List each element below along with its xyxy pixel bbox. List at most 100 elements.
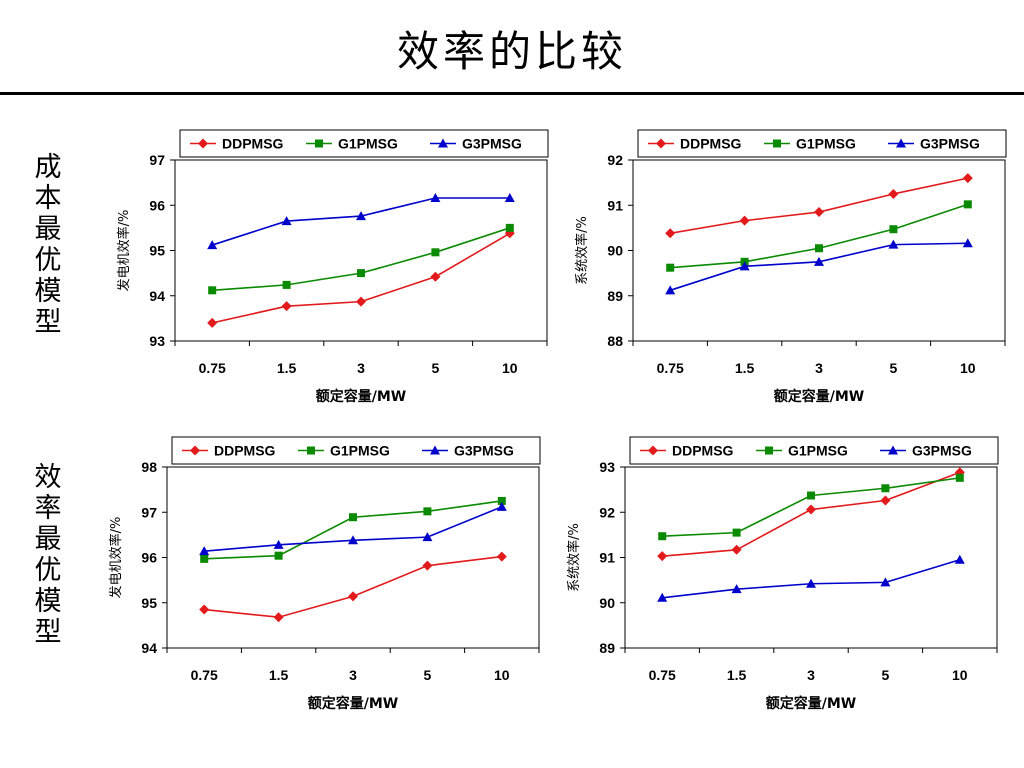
- legend-box: [637, 129, 1007, 158]
- data-point: [281, 301, 292, 312]
- legend-item-g1pmsg: G1PMSG: [756, 443, 848, 459]
- data-point: [814, 207, 824, 218]
- x-tick-label: 1.5: [277, 360, 297, 376]
- legend-label: G1PMSG: [330, 443, 390, 459]
- y-tick-label: 92: [607, 152, 623, 168]
- data-point: [504, 228, 515, 239]
- chart-svg: 88 89 90 91 92 0.75 1.5 3 5 10 额定容量/MW 系统效率/% DDPMSG…: [574, 129, 1007, 405]
- x-tick-label: 0.75: [649, 667, 676, 683]
- x-tick-label: 10: [494, 667, 510, 683]
- legend-marker: [888, 445, 898, 455]
- data-point: [955, 473, 964, 482]
- data-point: [657, 592, 668, 602]
- data-point: [731, 584, 742, 594]
- series-g3pmsg: [199, 501, 507, 556]
- y-axis-label: 系统效率/%: [566, 523, 582, 592]
- legend-box: [629, 436, 999, 465]
- data-point: [665, 285, 676, 295]
- y-tick-label: 94: [141, 640, 157, 656]
- legend-label: G3PMSG: [920, 136, 980, 152]
- series-ddpmsg: [199, 551, 507, 623]
- y-axis-label: 系统效率/%: [574, 216, 590, 285]
- legend-marker: [190, 445, 200, 456]
- data-point: [207, 317, 218, 328]
- data-point: [963, 200, 972, 209]
- data-point: [666, 263, 675, 272]
- x-tick-label: 0.75: [657, 360, 684, 376]
- data-point: [806, 504, 816, 515]
- x-tick-label: 10: [960, 360, 976, 376]
- data-point: [815, 244, 823, 253]
- data-point: [497, 496, 506, 505]
- series-g3pmsg: [207, 193, 515, 250]
- legend-item-ddpmsg: DDPMSG: [640, 443, 734, 459]
- legend-label: DDPMSG: [222, 136, 284, 152]
- legend-label: G1PMSG: [796, 136, 856, 152]
- row-label-cost-optimal: 成本最优模型: [34, 152, 62, 338]
- chart-svg: 93 94 95 96 97 0.75 1.5 3 5 10 额定容量/MW 发电机效率/% DDPMS…: [116, 129, 549, 405]
- data-point: [881, 484, 890, 493]
- data-point: [422, 560, 433, 571]
- legend-label: G1PMSG: [788, 443, 848, 459]
- series-g3pmsg: [665, 238, 973, 295]
- x-tick-label: 5: [890, 360, 898, 376]
- data-point: [807, 491, 815, 500]
- data-point: [962, 238, 973, 248]
- data-point: [274, 551, 283, 560]
- y-tick-label: 95: [149, 243, 165, 259]
- data-point: [880, 577, 891, 587]
- y-tick-label: 91: [599, 550, 615, 566]
- legend-label: G3PMSG: [912, 443, 972, 459]
- legend-label: DDPMSG: [214, 443, 276, 459]
- chart-efficiency-generator-efficiency: 94 95 96 97 98 0.75 1.5 3 5 10 额定容量/MW 发电机效率/% DDPMS…: [97, 432, 541, 722]
- title-divider: [0, 92, 1024, 95]
- data-point: [422, 532, 433, 542]
- y-tick-label: 96: [141, 550, 157, 566]
- y-tick-label: 93: [149, 333, 165, 349]
- data-point: [273, 612, 284, 623]
- data-point: [496, 501, 507, 511]
- page-title: 效率的比较: [396, 27, 627, 76]
- x-tick-label: 0.75: [199, 360, 226, 376]
- y-tick-label: 95: [141, 595, 157, 611]
- y-tick-label: 89: [599, 640, 615, 656]
- series-ddpmsg: [657, 467, 965, 562]
- series-ddpmsg: [665, 173, 973, 239]
- x-tick-label: 0.75: [191, 667, 218, 683]
- data-point: [739, 261, 750, 271]
- legend-label: DDPMSG: [672, 443, 734, 459]
- x-tick-label: 1.5: [269, 667, 289, 683]
- data-point: [962, 173, 973, 184]
- series-g1pmsg: [208, 223, 514, 295]
- y-tick-label: 90: [607, 243, 623, 259]
- y-tick-label: 90: [599, 595, 615, 611]
- legend-label: DDPMSG: [680, 136, 742, 152]
- data-point: [731, 544, 742, 555]
- x-tick-label: 5: [424, 667, 432, 683]
- legend-item-g3pmsg: G3PMSG: [880, 443, 972, 459]
- x-tick-label: 1.5: [735, 360, 755, 376]
- y-axis-label: 发电机效率/%: [108, 517, 124, 599]
- x-tick-label: 5: [882, 667, 890, 683]
- data-point: [348, 535, 358, 545]
- data-point: [430, 193, 441, 203]
- legend-marker: [765, 446, 773, 455]
- legend-item-g1pmsg: G1PMSG: [306, 136, 398, 152]
- chart-svg: 94 95 96 97 98 0.75 1.5 3 5 10 额定容量/MW 发电机效率/% DDPMS…: [108, 436, 541, 712]
- data-point: [199, 546, 210, 556]
- chart-efficiency-system-efficiency: 89 90 91 92 93 0.75 1.5 3 5 10 额定容量/MW 系统效率/% DDPMSG…: [555, 432, 999, 722]
- legend-box: [171, 436, 541, 465]
- data-point: [806, 578, 816, 588]
- y-tick-label: 91: [607, 197, 623, 213]
- legend-marker: [198, 138, 208, 149]
- data-point: [356, 211, 366, 221]
- data-point: [281, 216, 292, 226]
- legend-label: G3PMSG: [462, 136, 522, 152]
- legend-marker: [896, 138, 906, 148]
- x-tick-label: 3: [815, 360, 823, 376]
- data-point: [199, 604, 210, 615]
- data-point: [208, 286, 217, 295]
- x-tick-label: 3: [357, 360, 365, 376]
- data-point: [504, 193, 515, 203]
- legend-label: G3PMSG: [454, 443, 514, 459]
